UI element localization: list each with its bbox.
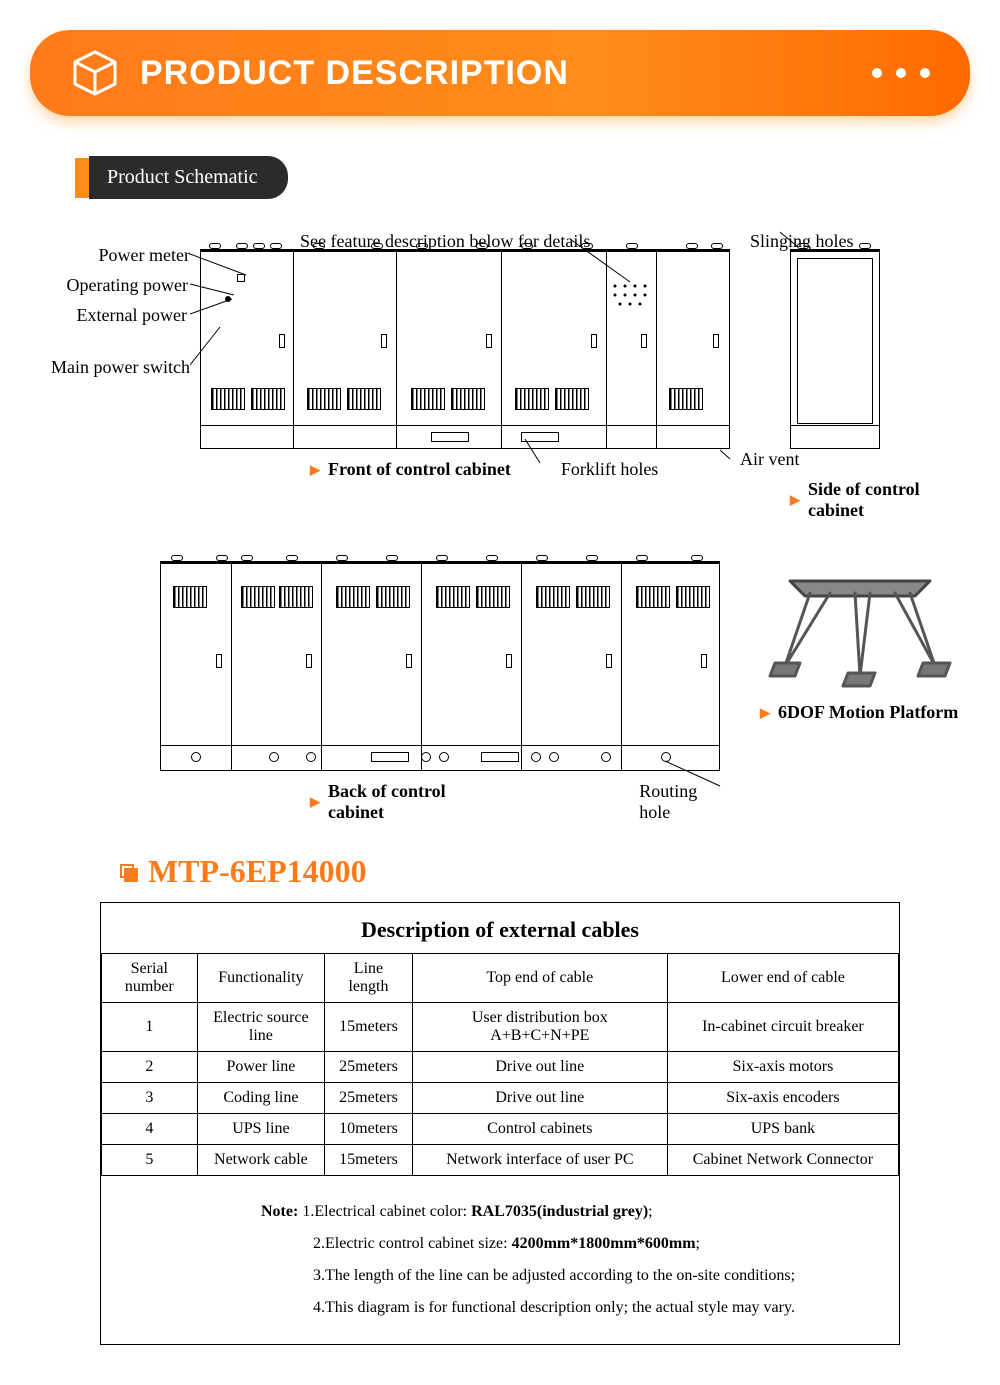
note-line: Note: 1.Electrical cabinet color: RAL703… <box>261 1196 799 1228</box>
note-line: 3.The length of the line can be adjusted… <box>261 1260 799 1292</box>
platform-icon <box>760 561 960 691</box>
table-header: Functionality <box>197 954 325 1003</box>
cabinet-front <box>200 249 730 449</box>
front-side-row: ▶ Front of control cabinet Forklift holes… <box>60 249 940 521</box>
callout-external-power: External power <box>22 305 187 326</box>
table-row: 1Electric source line15metersUser distri… <box>102 1003 899 1052</box>
callout-operating-power: Operating power <box>8 275 188 296</box>
note-line: 2.Electric control cabinet size: 4200mm*… <box>261 1228 799 1260</box>
table-row: 2Power line25metersDrive out lineSix-axi… <box>102 1052 899 1083</box>
cable-table: Serial numberFunctionalityLine lengthTop… <box>101 953 899 1176</box>
callout-routing-hole: Routing hole <box>639 781 720 823</box>
square-bullet-icon <box>120 864 136 880</box>
cabinet-back <box>160 561 720 771</box>
triangle-icon: ▶ <box>760 705 770 721</box>
note-line: 4.This diagram is for functional descrip… <box>261 1292 799 1324</box>
label-front: Front of control cabinet <box>328 459 511 480</box>
schematic-area: Power meter Operating power External pow… <box>60 249 940 823</box>
feature-dots <box>611 282 649 308</box>
cable-table-wrap: Description of external cables Serial nu… <box>100 902 900 1345</box>
notes: Note: 1.Electrical cabinet color: RAL703… <box>261 1196 799 1324</box>
table-row: 3Coding line25metersDrive out lineSix-ax… <box>102 1083 899 1114</box>
section-tab-label: Product Schematic <box>89 156 288 199</box>
label-back: Back of control cabinet <box>328 781 479 823</box>
callout-power-meter: Power meter <box>40 245 190 266</box>
model-number: MTP-6EP14000 <box>148 853 367 890</box>
callout-forklift-holes: Forklift holes <box>561 459 659 480</box>
section-tab-bar <box>75 158 89 198</box>
platform-block: ▶ 6DOF Motion Platform <box>760 561 960 723</box>
label-platform: 6DOF Motion Platform <box>778 702 958 723</box>
cabinet-side <box>790 249 880 449</box>
banner-dots <box>872 68 930 78</box>
section-tab: Product Schematic <box>75 156 288 199</box>
table-row: 5Network cable15metersNetwork interface … <box>102 1145 899 1176</box>
table-title: Description of external cables <box>101 903 899 953</box>
triangle-icon: ▶ <box>790 492 800 508</box>
callout-main-power-switch: Main power switch <box>0 357 190 378</box>
banner: PRODUCT DESCRIPTION <box>30 30 970 116</box>
triangle-icon: ▶ <box>310 794 320 810</box>
triangle-icon: ▶ <box>310 462 320 478</box>
cube-icon <box>70 48 120 98</box>
table-header: Serial number <box>102 954 198 1003</box>
label-side: Side of control cabinet <box>808 479 960 521</box>
table-header: Top end of cable <box>412 954 667 1003</box>
back-platform-row: ▶ Back of control cabinet Routing hole <box>60 561 940 823</box>
model-heading: MTP-6EP14000 <box>120 853 1000 890</box>
table-row: 4UPS line10metersControl cabinetsUPS ban… <box>102 1114 899 1145</box>
table-header: Lower end of cable <box>667 954 898 1003</box>
banner-title: PRODUCT DESCRIPTION <box>140 54 569 93</box>
table-header: Line length <box>325 954 413 1003</box>
